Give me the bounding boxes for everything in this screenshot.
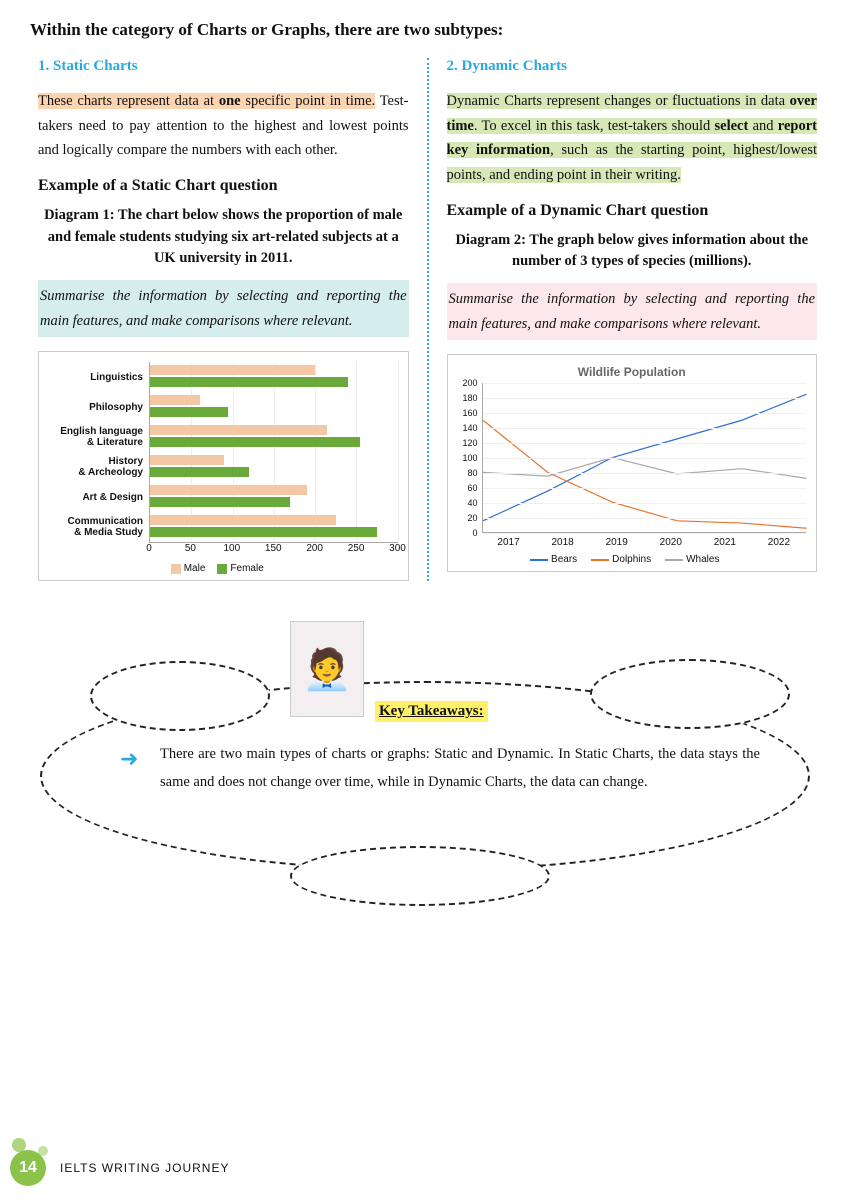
dynamic-example-heading: Example of a Dynamic Chart question: [447, 202, 818, 220]
bar: [150, 497, 290, 507]
bar: [150, 485, 307, 495]
static-heading: 1. Static Charts: [38, 58, 409, 75]
line-series: [483, 421, 807, 529]
diagram1-title: Diagram 1: The chart below shows the pro…: [38, 205, 409, 270]
bar: [150, 515, 336, 525]
diagram1-instruction: Summarise the information by selecting a…: [38, 280, 409, 337]
diagram2-title: Diagram 2: The graph below gives informa…: [447, 230, 818, 274]
page-number: 14: [10, 1150, 46, 1186]
line-chart-title: Wildlife Population: [458, 365, 807, 379]
character-icon: 🧑‍💼: [290, 621, 364, 717]
bar: [150, 407, 228, 417]
bar: [150, 377, 348, 387]
dynamic-charts-column: 2. Dynamic Charts Dynamic Charts represe…: [427, 58, 826, 581]
bar-category-label: Linguistics: [49, 362, 143, 392]
bar: [150, 437, 360, 447]
diagram2-instruction: Summarise the information by selecting a…: [447, 283, 818, 340]
line-chart: Wildlife Population 20018016014012010080…: [447, 354, 818, 572]
key-takeaways-label: Key Takeaways:: [375, 701, 488, 722]
static-description: These charts represent data at one speci…: [38, 89, 409, 163]
bar-category-label: English language& Literature: [49, 422, 143, 452]
bar: [150, 365, 315, 375]
bar-chart: LinguisticsPhilosophyEnglish language& L…: [38, 351, 409, 581]
key-takeaways-text: There are two main types of charts or gr…: [160, 741, 760, 796]
arrow-icon: ➜: [120, 746, 138, 772]
key-takeaways-section: 🧑‍💼 Key Takeaways: ➜ There are two main …: [30, 631, 825, 911]
footer-text: IELTS WRITING JOURNEY: [60, 1161, 229, 1175]
bar-category-label: Philosophy: [49, 392, 143, 422]
bar-category-label: History& Archeology: [49, 452, 143, 482]
static-charts-column: 1. Static Charts These charts represent …: [30, 58, 427, 581]
bar-category-label: Art & Design: [49, 482, 143, 512]
bar-category-label: Communication& Media Study: [49, 512, 143, 542]
bar: [150, 527, 377, 537]
static-example-heading: Example of a Static Chart question: [38, 177, 409, 195]
line-series: [483, 458, 807, 479]
dynamic-heading: 2. Dynamic Charts: [447, 58, 818, 75]
page-title: Within the category of Charts or Graphs,…: [30, 20, 825, 40]
bar: [150, 467, 249, 477]
bar: [150, 395, 200, 405]
bar: [150, 455, 224, 465]
bar: [150, 425, 327, 435]
dynamic-description: Dynamic Charts represent changes or fluc…: [447, 89, 818, 188]
page-footer: 14 IELTS WRITING JOURNEY: [10, 1150, 229, 1186]
